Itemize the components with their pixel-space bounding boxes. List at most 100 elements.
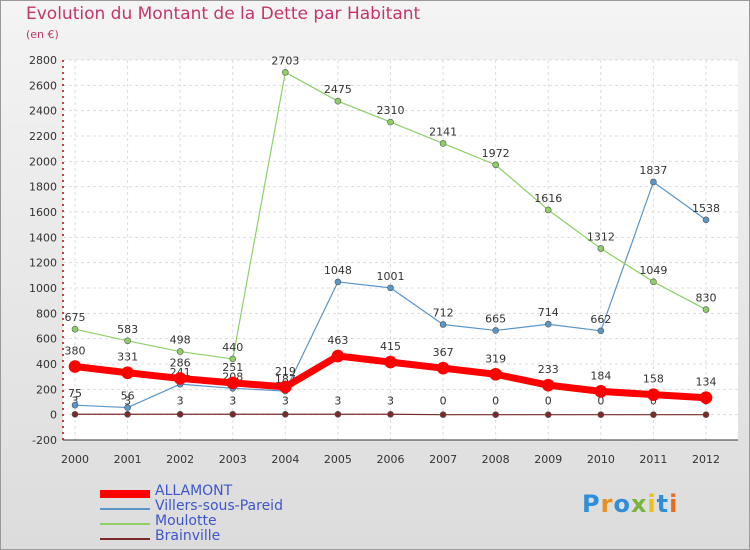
data-label-villers-sous-pareid: 1538 <box>692 202 720 215</box>
data-label-moulotte: 830 <box>696 292 717 305</box>
x-tick-label: 2005 <box>324 453 352 466</box>
data-label-brainville: 3 <box>124 394 131 407</box>
data-point-brainville <box>282 410 289 418</box>
data-label-moulotte: 440 <box>222 341 243 354</box>
data-point-allamont <box>647 388 660 401</box>
data-label-allamont: 319 <box>485 352 506 365</box>
legend-label: Villers-sous-Pareid <box>155 498 283 514</box>
data-label-moulotte: 2310 <box>377 104 405 117</box>
data-label-brainville: 0 <box>650 395 657 408</box>
legend-swatch <box>100 508 150 510</box>
data-label-brainville: 0 <box>545 395 552 408</box>
data-label-villers-sous-pareid: 712 <box>433 306 454 319</box>
y-tick-label: 2200 <box>29 130 57 143</box>
data-point-allamont <box>541 378 555 392</box>
data-point-brainville <box>597 411 605 418</box>
data-label-brainville: 3 <box>72 394 79 407</box>
data-label-villers-sous-pareid: 714 <box>538 306 559 319</box>
x-tick-label: 2011 <box>639 453 667 466</box>
data-point-moulotte <box>702 306 710 313</box>
y-tick-label: 0 <box>50 409 57 422</box>
data-point-villers-sous-pareid <box>387 284 394 292</box>
y-tick-label: 2000 <box>29 155 57 168</box>
x-tick-label: 2007 <box>429 453 457 466</box>
data-label-brainville: 3 <box>387 394 394 407</box>
data-label-moulotte: 2703 <box>271 54 299 67</box>
data-point-moulotte <box>176 348 184 355</box>
logo-letter: t <box>656 490 670 518</box>
legend-swatch <box>100 490 150 498</box>
data-point-moulotte <box>334 97 342 105</box>
data-point-moulotte <box>597 245 605 252</box>
data-label-moulotte: 583 <box>117 323 138 336</box>
data-point-villers-sous-pareid <box>439 321 447 328</box>
data-point-moulotte <box>387 118 394 126</box>
data-point-allamont <box>699 391 713 404</box>
x-tick-label: 2003 <box>219 453 247 466</box>
data-point-villers-sous-pareid <box>702 216 710 224</box>
x-tick-label: 2000 <box>61 453 89 466</box>
data-label-villers-sous-pareid: 665 <box>485 312 506 325</box>
y-tick-label: 1200 <box>29 257 57 270</box>
y-tick-label: 1000 <box>29 282 57 295</box>
data-point-brainville <box>124 410 131 418</box>
data-point-moulotte <box>439 140 447 147</box>
data-label-moulotte: 1616 <box>534 192 562 205</box>
data-point-villers-sous-pareid <box>124 404 131 411</box>
data-point-allamont <box>68 360 82 373</box>
data-point-allamont <box>121 366 134 380</box>
data-point-villers-sous-pareid <box>597 327 605 335</box>
data-label-villers-sous-pareid: 1837 <box>639 164 667 177</box>
data-point-villers-sous-pareid <box>650 178 657 186</box>
logo-letter: r <box>600 490 614 518</box>
legend-swatch <box>100 523 150 525</box>
data-label-allamont: 415 <box>380 340 401 353</box>
data-point-brainville <box>702 411 710 418</box>
data-label-allamont: 219 <box>275 365 296 378</box>
x-tick-label: 2001 <box>114 453 142 466</box>
data-point-moulotte <box>544 206 552 214</box>
x-tick-label: 2002 <box>166 453 194 466</box>
y-tick-label: 2800 <box>29 54 57 67</box>
data-label-villers-sous-pareid: 56 <box>121 390 135 403</box>
data-label-brainville: 3 <box>229 394 236 407</box>
data-label-allamont: 158 <box>643 373 664 386</box>
data-point-brainville <box>650 411 657 418</box>
data-label-allamont: 184 <box>590 369 611 382</box>
data-point-villers-sous-pareid <box>492 327 499 334</box>
data-point-allamont <box>436 361 450 375</box>
logo-letter: P <box>582 490 601 518</box>
data-point-allamont <box>331 349 345 363</box>
y-tick-label: 2400 <box>29 105 57 118</box>
data-point-villers-sous-pareid <box>71 401 79 409</box>
data-point-brainville <box>334 410 342 418</box>
data-label-brainville: 0 <box>440 395 447 408</box>
data-point-allamont <box>279 380 292 394</box>
legend-label: ALLAMONT <box>155 483 233 499</box>
logo-letter: i <box>669 490 679 518</box>
chart-unit: (en €) <box>26 28 59 41</box>
data-label-villers-sous-pareid: 75 <box>68 387 82 400</box>
data-label-brainville: 3 <box>334 394 341 407</box>
data-point-moulotte <box>492 161 499 169</box>
data-point-brainville <box>229 410 237 418</box>
data-label-moulotte: 1049 <box>639 264 667 277</box>
x-tick-label: 2008 <box>482 453 510 466</box>
x-tick-label: 2012 <box>692 453 720 466</box>
proxiti-logo: Proxiti <box>582 490 678 518</box>
data-point-brainville <box>544 411 552 418</box>
data-label-allamont: 233 <box>538 363 559 376</box>
data-point-allamont <box>173 372 187 385</box>
x-tick-label: 2010 <box>587 453 615 466</box>
data-label-allamont: 463 <box>327 334 348 347</box>
data-point-allamont <box>226 376 240 390</box>
data-label-moulotte: 675 <box>65 311 86 324</box>
legend-label: Moulotte <box>155 513 217 529</box>
data-point-villers-sous-pareid <box>334 278 342 286</box>
data-label-villers-sous-pareid: 1048 <box>324 264 352 277</box>
data-point-moulotte <box>650 278 657 286</box>
y-tick-label: 200 <box>36 383 57 396</box>
legend-swatch <box>100 538 150 540</box>
data-label-moulotte: 2141 <box>429 125 457 138</box>
